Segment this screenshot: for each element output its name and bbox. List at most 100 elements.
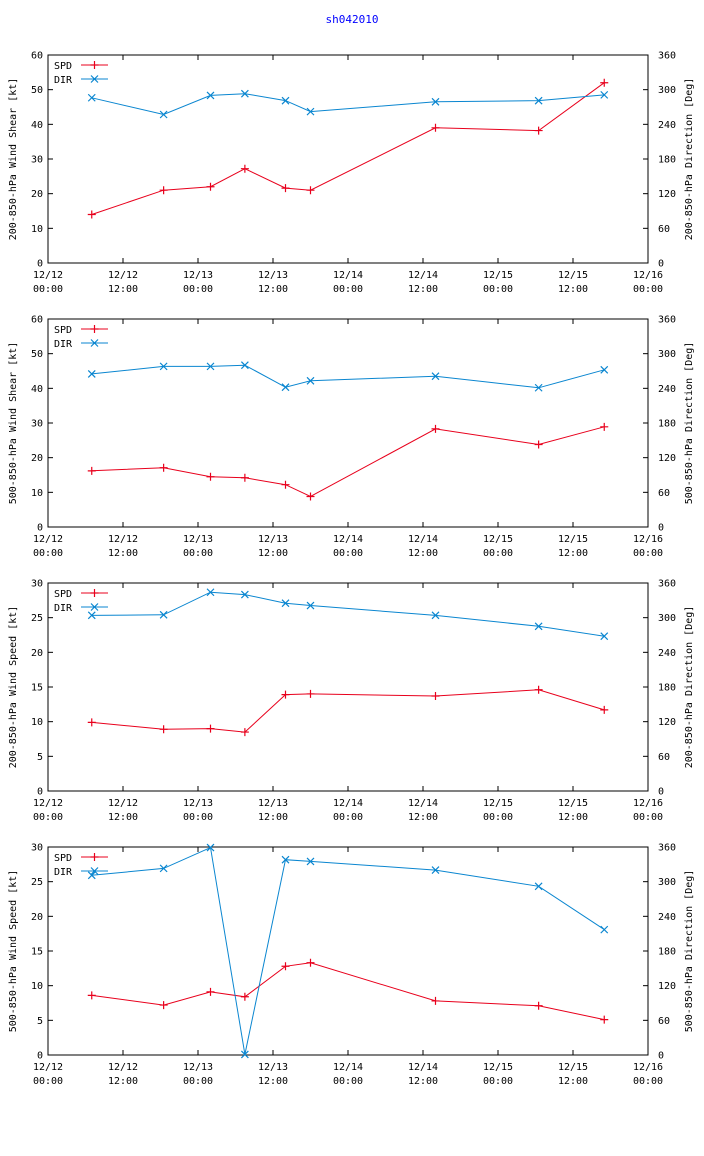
x-tick-date: 12/15	[483, 534, 513, 545]
y2-tick-label: 300	[658, 349, 676, 360]
plus-marker	[240, 164, 249, 173]
x-tick-time: 12:00	[558, 284, 588, 295]
series-line-dir	[91, 93, 605, 116]
y-tick-label: 40	[31, 384, 43, 395]
y2-axis-title: 500-850-hPa Direction [Deg]	[684, 342, 695, 505]
data-point-spd	[87, 718, 96, 727]
x-marker	[206, 843, 215, 852]
x-tick-date: 12/14	[408, 270, 438, 281]
plus-marker	[87, 991, 96, 1000]
x-tick-date: 12/12	[108, 1062, 138, 1073]
legend-label-dir: DIR	[54, 867, 73, 878]
x-marker	[534, 96, 543, 105]
data-point-spd	[600, 1015, 609, 1024]
x-marker	[306, 601, 315, 610]
x-tick-time: 12:00	[108, 1076, 138, 1087]
data-point-spd	[281, 184, 290, 193]
y2-tick-label: 120	[658, 981, 676, 992]
x-tick-date: 12/13	[183, 1062, 213, 1073]
x-tick-time: 00:00	[33, 284, 63, 295]
x-tick-time: 00:00	[183, 1076, 213, 1087]
plus-marker	[534, 685, 543, 694]
x-tick-date: 12/15	[483, 1062, 513, 1073]
y-tick-label: 30	[31, 419, 43, 430]
data-point-spd	[431, 692, 440, 701]
plus-marker	[281, 184, 290, 193]
data-point-spd	[240, 164, 249, 173]
x-marker	[281, 599, 290, 608]
data-point-dir	[600, 925, 609, 934]
y-tick-label: 0	[37, 523, 43, 534]
x-marker	[87, 611, 96, 620]
y2-tick-label: 180	[658, 155, 676, 166]
x-tick-date: 12/16	[633, 270, 663, 281]
x-tick-time: 12:00	[408, 1076, 438, 1087]
series-line-dir	[91, 591, 605, 637]
x-marker	[159, 864, 168, 873]
y2-tick-label: 60	[658, 752, 670, 763]
x-tick-date: 12/14	[333, 798, 363, 809]
data-point-dir	[159, 864, 168, 873]
x-tick-date: 12/15	[558, 270, 588, 281]
plot-frame	[47, 54, 649, 264]
x-tick-date: 12/12	[33, 270, 63, 281]
legend-marker-dir	[90, 339, 99, 347]
y2-tick-label: 240	[658, 648, 676, 659]
y-axis-title: 200-850-hPa Wind Shear [kt]	[8, 78, 19, 241]
x-tick-time: 12:00	[558, 812, 588, 823]
plus-marker	[87, 718, 96, 727]
x-tick-time: 12:00	[108, 548, 138, 559]
x-tick-date: 12/16	[633, 534, 663, 545]
data-point-spd	[534, 440, 543, 449]
legend-label-dir: DIR	[54, 339, 73, 350]
plus-marker	[534, 1001, 543, 1010]
data-point-spd	[534, 685, 543, 694]
x-tick-time: 00:00	[633, 812, 663, 823]
x-marker	[600, 90, 609, 99]
series-line-spd	[91, 962, 605, 1021]
data-point-dir	[600, 365, 609, 374]
x-tick-time: 12:00	[408, 548, 438, 559]
x-marker	[87, 369, 96, 378]
x-tick-date: 12/15	[558, 534, 588, 545]
plus-marker	[87, 210, 96, 219]
x-tick-time: 00:00	[33, 548, 63, 559]
x-tick-time: 00:00	[333, 1076, 363, 1087]
data-point-dir	[206, 362, 215, 371]
x-marker	[206, 91, 215, 100]
data-point-spd	[159, 725, 168, 734]
chart-panel-1: 0 10 20 30 40 50 60 0 60 120 180 240 300 360 12/12 00:0…	[8, 51, 695, 296]
x-marker	[281, 855, 290, 864]
data-point-dir	[240, 89, 249, 98]
x-tick-date: 12/12	[108, 534, 138, 545]
y2-tick-label: 0	[658, 1051, 664, 1062]
legend: SPD DIR	[54, 325, 108, 350]
legend-label-dir: DIR	[54, 603, 73, 614]
y2-tick-label: 0	[658, 523, 664, 534]
legend-label-spd: SPD	[54, 325, 72, 336]
plus-marker	[306, 689, 315, 698]
x-marker	[534, 622, 543, 631]
y2-tick-label: 60	[658, 488, 670, 499]
y-axis-title: 500-850-hPa Wind Shear [kt]	[8, 342, 19, 505]
y2-axis-title: 200-850-hPa Direction [Deg]	[684, 78, 695, 241]
legend: SPD DIR	[54, 853, 108, 878]
data-point-spd	[600, 705, 609, 714]
plus-marker	[159, 463, 168, 472]
y2-tick-label: 300	[658, 613, 676, 624]
y2-tick-label: 300	[658, 877, 676, 888]
y-tick-label: 60	[31, 315, 43, 326]
page-title: sh042010	[325, 13, 379, 26]
x-tick-date: 12/16	[633, 1062, 663, 1073]
plus-marker	[206, 472, 215, 481]
data-point-dir	[306, 857, 315, 866]
y-tick-label: 25	[31, 877, 43, 888]
plus-marker	[431, 123, 440, 132]
x-tick-time: 12:00	[258, 284, 288, 295]
x-tick-date: 12/14	[333, 270, 363, 281]
data-point-spd	[240, 992, 249, 1001]
x-tick-date: 12/12	[33, 798, 63, 809]
plus-marker	[600, 422, 609, 431]
y-axis-title: 500-850-hPa Wind Speed [kt]	[8, 870, 19, 1033]
